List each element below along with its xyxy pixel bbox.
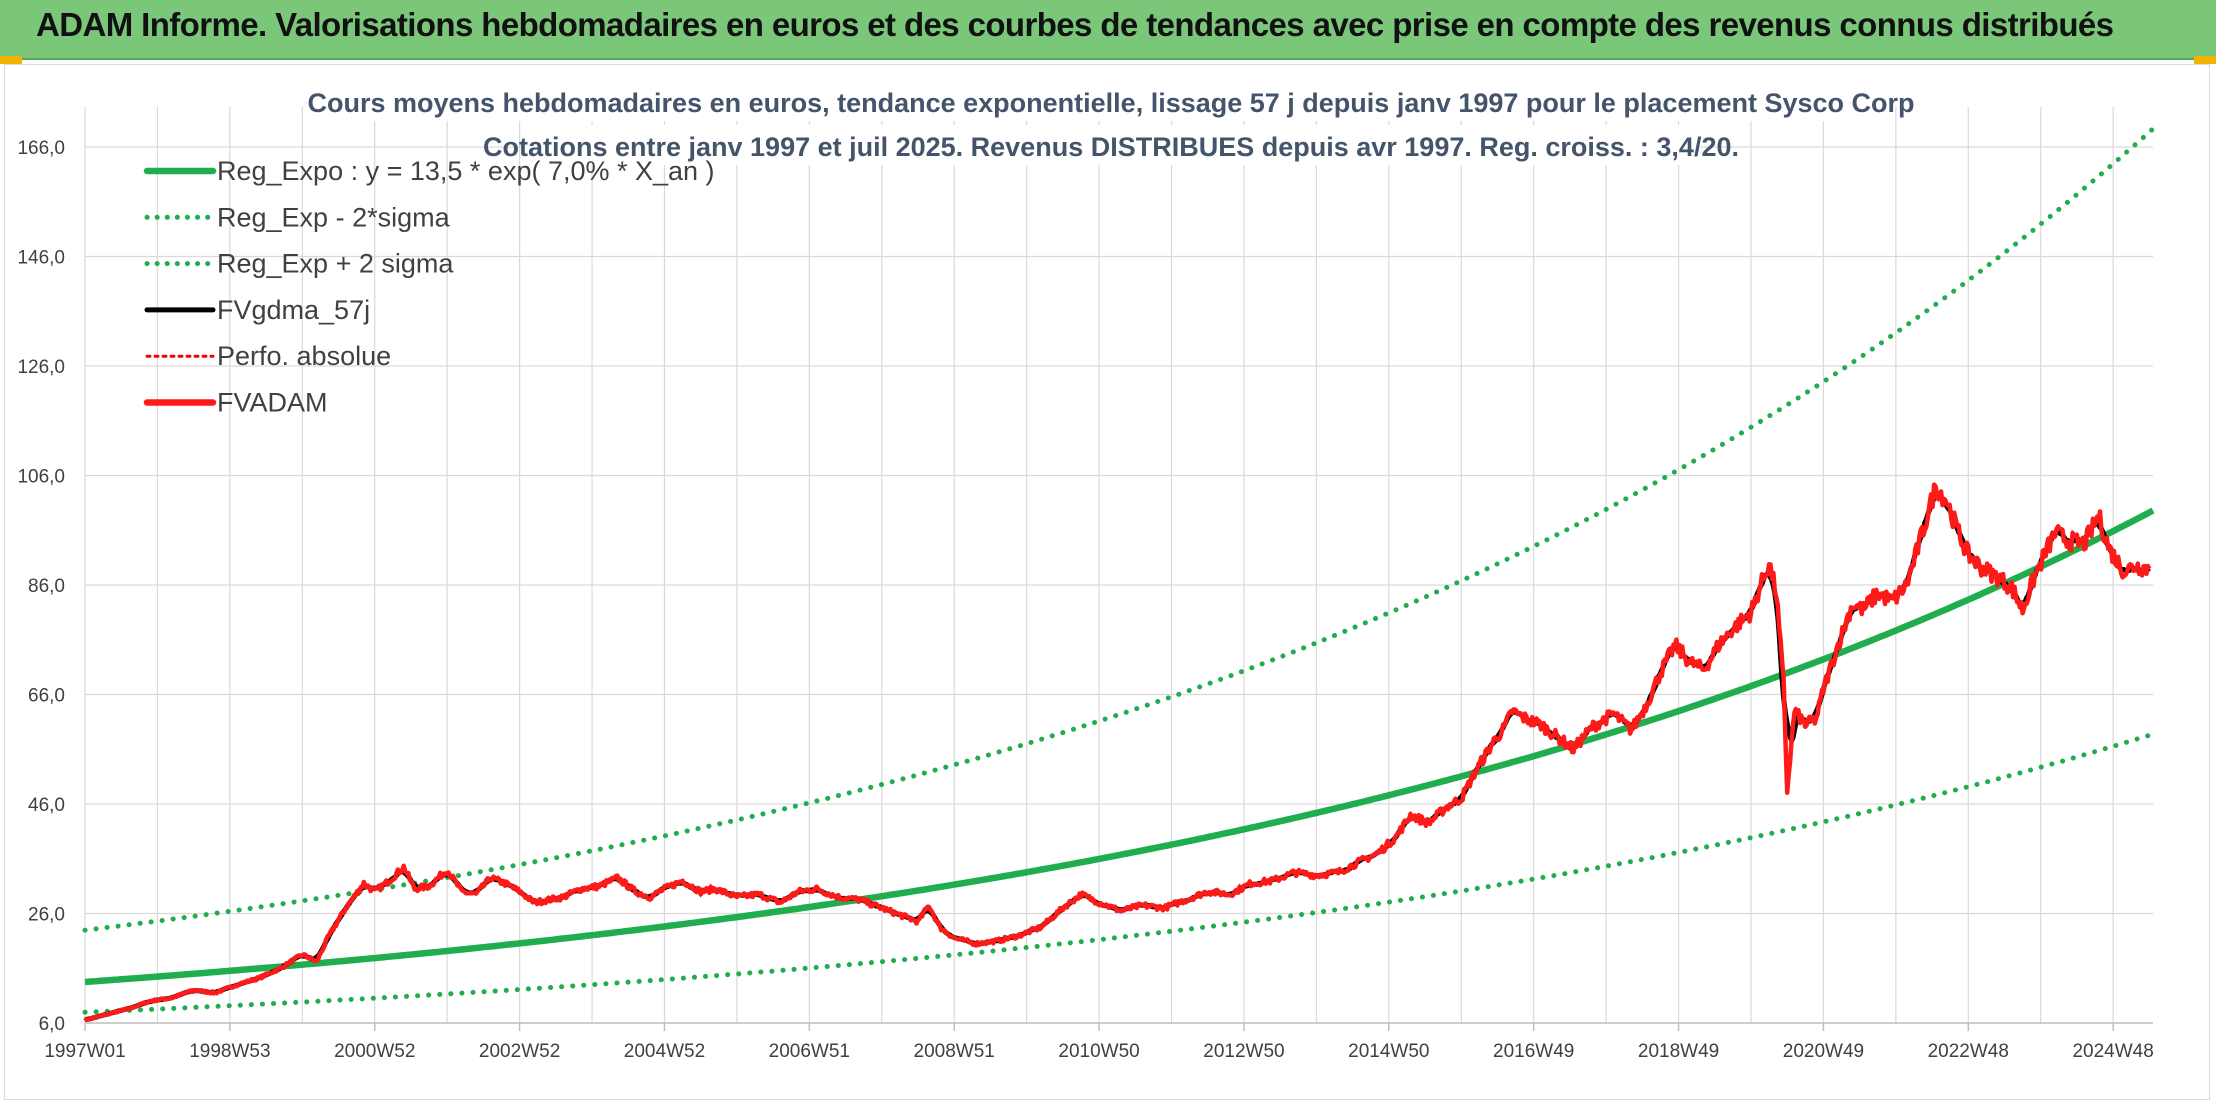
chart-title-block: Cours moyens hebdomadaires en euros, ten… [307,81,1915,165]
y-tick-label: 146,0 [17,248,65,269]
chart-title: Cours moyens hebdomadaires en euros, ten… [307,88,1914,118]
y-tick-label: 26,0 [28,905,65,926]
chart-area: Cours moyens hebdomadaires en euros, ten… [4,64,2210,1100]
x-axis: 1997W01 1998W53 2000W52 2002W52 2004W52 2006W… [44,1023,2154,1062]
series-layer [82,126,2156,1023]
y-tick-label: 86,0 [28,576,65,597]
title-backdrop [363,81,1859,121]
y-tick-label: 106,0 [17,467,65,488]
grid-layer [84,107,2153,1024]
series-fvadam [83,482,2152,1023]
legend-label: Reg_Exp - 2*sigma [217,202,451,232]
chart-subtitle: Cotations entre janv 1997 et juil 2025. … [483,132,1739,162]
y-axis: 6,0 26,0 46,0 66,0 86,0 106,0 126,0 146,0 166,0 [17,138,65,1035]
x-tick-label: 2014W50 [1348,1041,1429,1062]
subtitle-backdrop [522,125,1700,165]
corner-mark-top-right [2194,56,2216,64]
legend-label: Perfo. absolue [217,341,391,371]
legend: Reg_Expo : y = 13,5 * exp( 7,0% * X_an )… [143,156,715,418]
y-tick-label: 166,0 [17,138,65,159]
y-tick-label: 6,0 [39,1014,65,1035]
banner-title: ADAM Informe. Valorisations hebdomadaire… [36,6,2114,43]
x-tick-label: 2024W48 [2072,1041,2153,1062]
chart-background [5,65,2209,1099]
chart-svg: Cours moyens hebdomadaires en euros, ten… [5,65,2209,1099]
legend-label: FVgdma_57j [217,295,370,325]
y-tick-label: 46,0 [28,795,65,816]
x-tick-label: 2020W49 [1783,1041,1864,1062]
x-tick-label: 2000W52 [334,1041,415,1062]
corner-mark-top-left [0,56,22,64]
x-tick-label: 2012W50 [1203,1041,1284,1062]
x-tick-label: 2018W49 [1638,1041,1719,1062]
x-tick-label: 2006W51 [769,1041,850,1062]
legend-label: Reg_Expo : y = 13,5 * exp( 7,0% * X_an ) [217,156,715,186]
y-tick-label: 126,0 [17,357,65,378]
x-tick-label: 2022W48 [1928,1041,2009,1062]
report-banner: ADAM Informe. Valorisations hebdomadaire… [0,0,2216,60]
legend-label: Reg_Exp + 2 sigma [217,249,454,279]
series-reg-exp-plus-2-sigma [82,126,2156,933]
series-reg-exp-minus-2-sigma [82,731,2156,1015]
x-tick-label: 2002W52 [479,1041,560,1062]
legend-label: FVADAM [217,388,328,418]
x-tick-label: 1997W01 [44,1041,125,1062]
x-tick-label: 1998W53 [189,1041,270,1062]
x-tick-label: 2010W50 [1058,1041,1139,1062]
x-tick-label: 2008W51 [914,1041,995,1062]
y-tick-label: 66,0 [28,686,65,707]
x-tick-label: 2016W49 [1493,1041,1574,1062]
x-tick-label: 2004W52 [624,1041,705,1062]
series-reg-expo [84,507,2155,986]
